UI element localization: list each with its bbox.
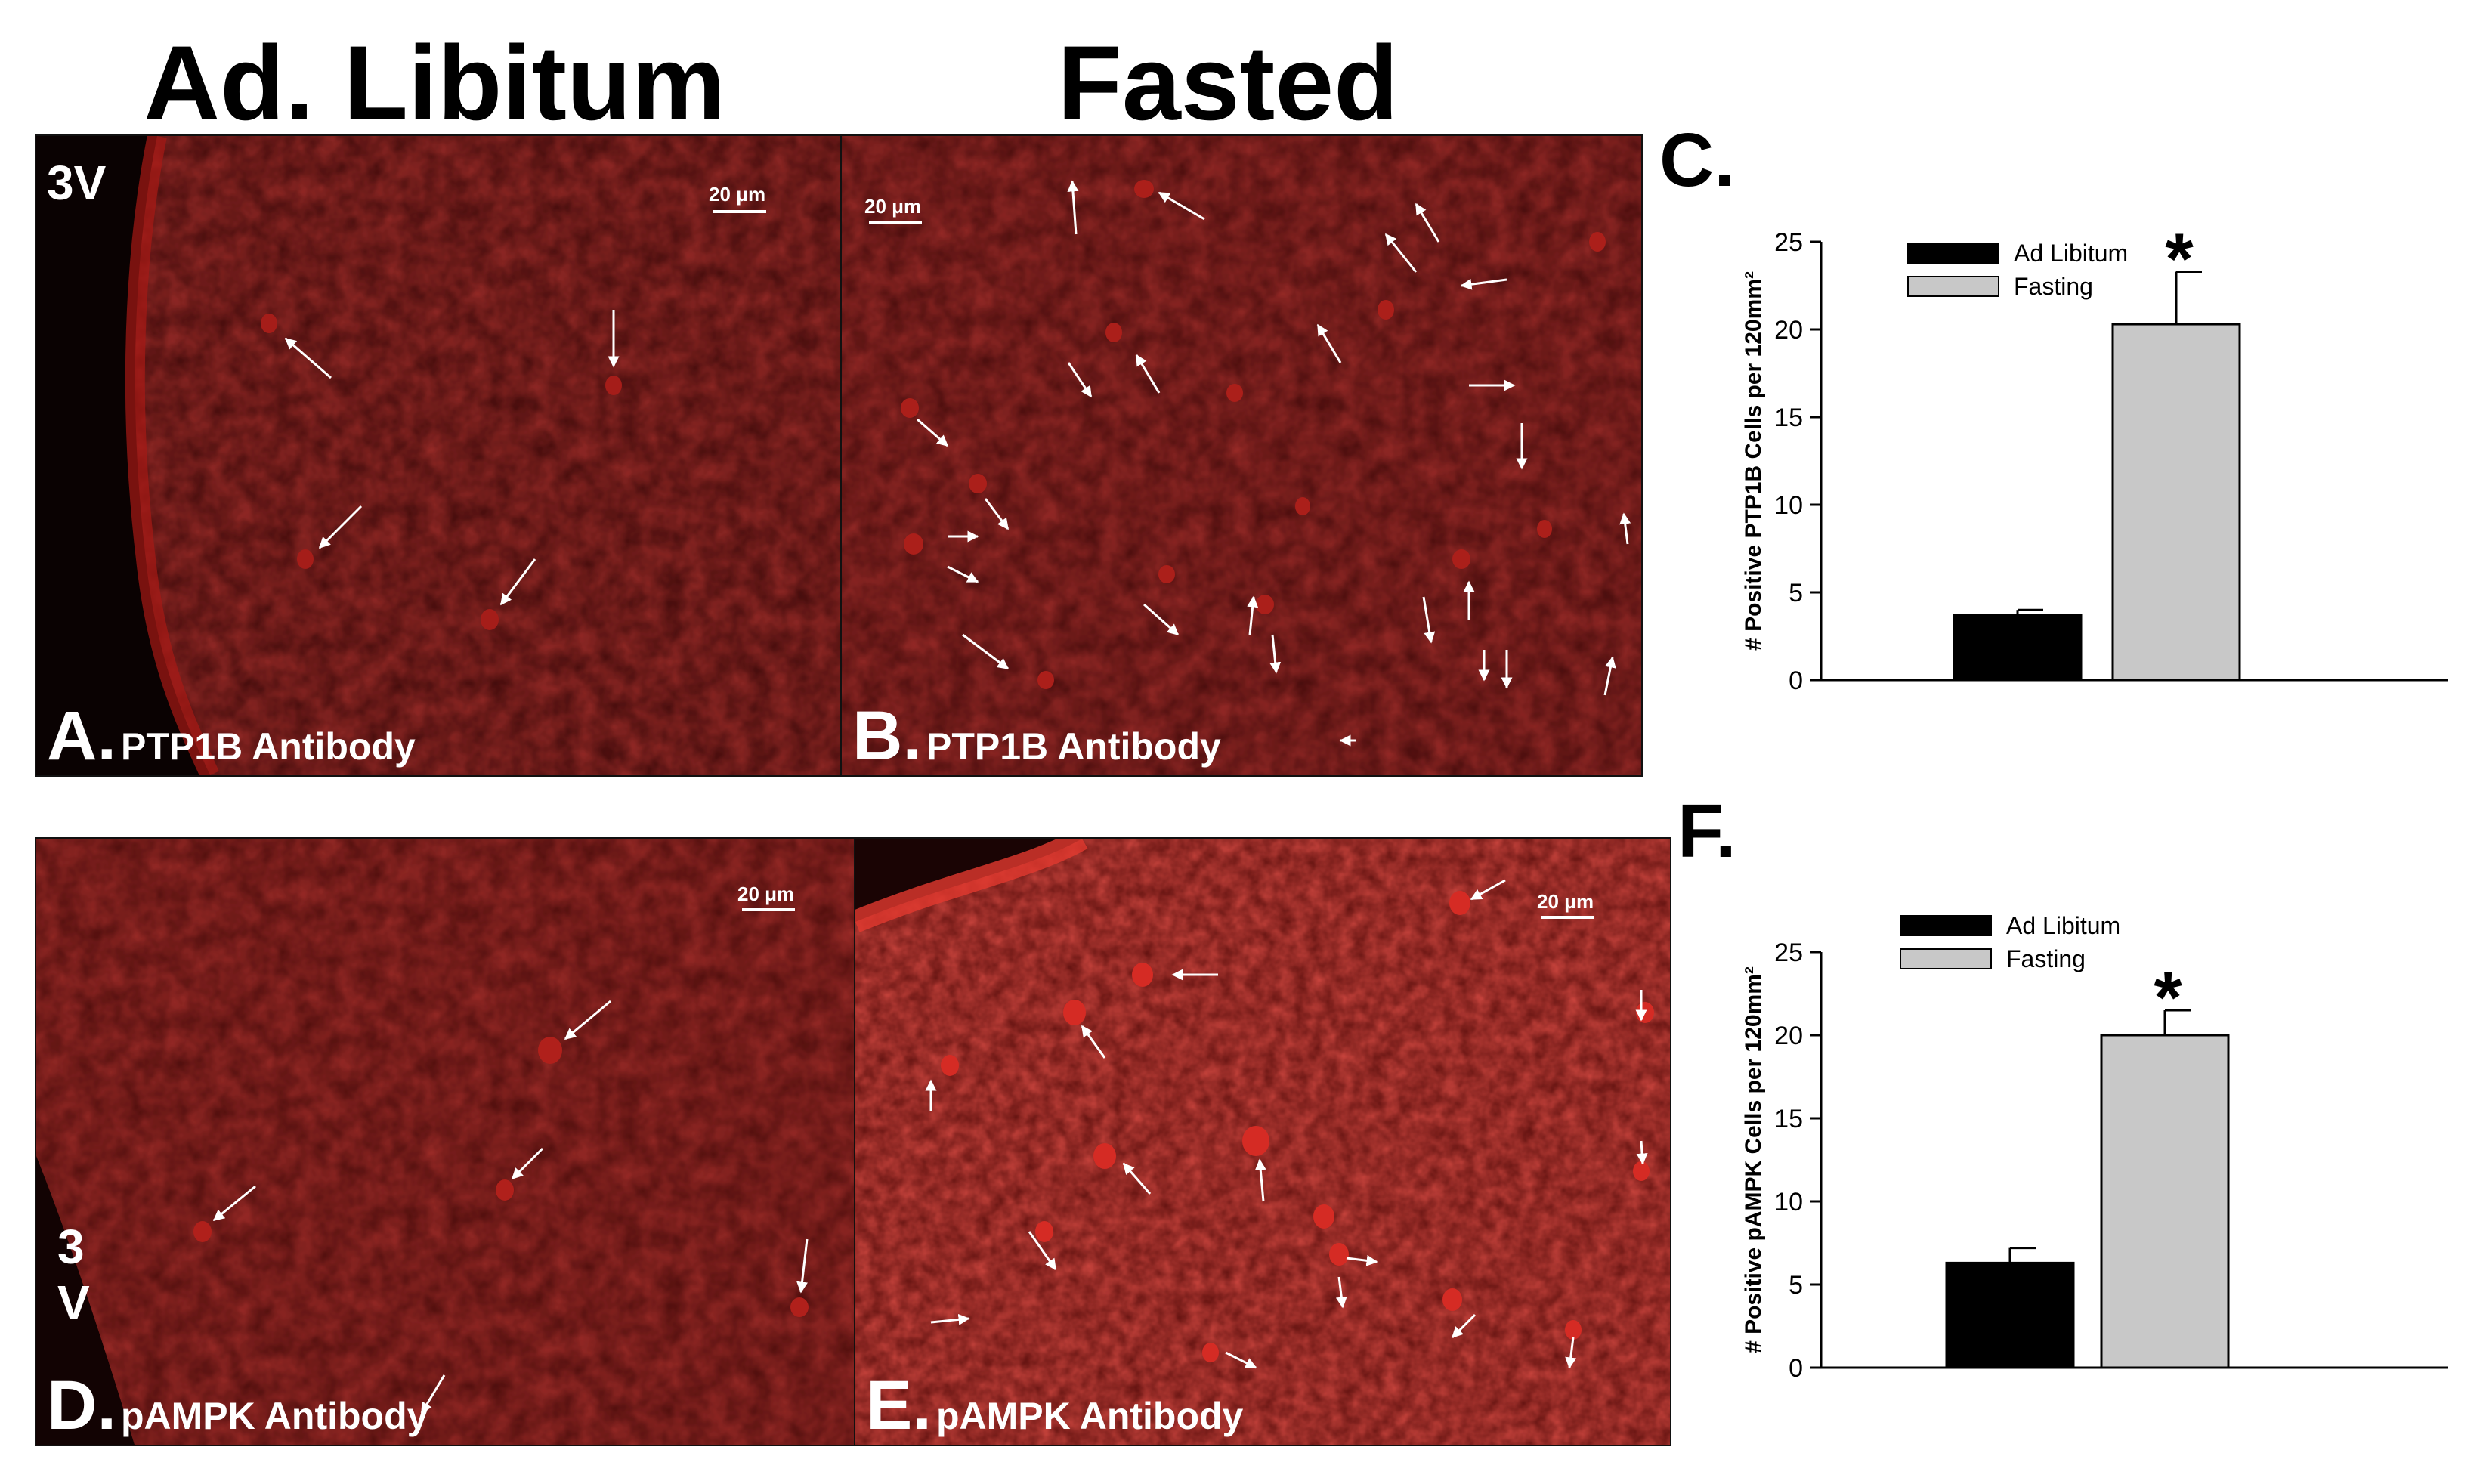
ventricle-label-d-line2: V — [57, 1275, 90, 1330]
scale-bar-a — [713, 210, 766, 213]
scale-label-e: 20 μm — [1537, 890, 1594, 913]
y-tick-label-f: 10 — [1774, 1188, 1803, 1217]
y-tick-label-f: 5 — [1789, 1271, 1803, 1300]
panel-label-a: A. PTP1B Antibody — [47, 701, 416, 771]
column-title-fasted: Fasted — [1057, 23, 1399, 142]
bar-c-2 — [2111, 323, 2241, 682]
column-title-ad-libitum: Ad. Libitum — [144, 23, 725, 142]
micrograph-image-e — [855, 839, 1670, 1445]
bar-chart-c: 0 5 10 15 20 25 # Positive PTP1B Cells per 120… — [1741, 218, 2448, 695]
bar-chart-f: 0 5 10 15 20 25 # Positive pAMPK Cells per 120… — [1741, 912, 2448, 1383]
panel-letter-b: B. — [852, 697, 922, 774]
micrograph-image-d — [36, 839, 855, 1445]
ventricle-label-d: 3 V — [57, 1220, 90, 1331]
bar-f-2 — [2100, 1034, 2230, 1369]
bar-c-1 — [1953, 614, 2083, 682]
scale-bar-b — [869, 221, 922, 224]
legend-swatch-f-2 — [1900, 948, 1992, 969]
panel-label-b: B. PTP1B Antibody — [852, 701, 1221, 771]
legend-label-c-2: Fasting — [2014, 273, 2093, 300]
panel-letter-e: E. — [866, 1367, 932, 1444]
scale-bar-d — [742, 908, 795, 911]
scale-label-b: 20 μm — [864, 195, 922, 218]
y-tick-label-f: 20 — [1774, 1022, 1803, 1050]
micrograph-panel-d: 3 V 20 μm D. pAMPK Antibody — [35, 837, 857, 1446]
ventricle-label-d-line1: 3 — [57, 1220, 85, 1274]
y-axis-label-f: # Positive pAMPK Cells per 120mm² — [1741, 966, 1766, 1353]
antibody-label-d: pAMPK Antibody — [121, 1395, 428, 1437]
antibody-label-e: pAMPK Antibody — [935, 1395, 1244, 1437]
scale-bar-e — [1541, 916, 1594, 919]
y-tick-label-c: 0 — [1789, 666, 1803, 695]
y-tick-label-c: 15 — [1774, 403, 1803, 432]
panel-label-e: E. pAMPK Antibody — [866, 1371, 1243, 1440]
y-axis-label-c: # Positive PTP1B Cells per 120mm² — [1741, 271, 1766, 651]
antibody-label-b: PTP1B Antibody — [926, 725, 1221, 768]
legend-label-f-1: Ad Libitum — [2006, 912, 2120, 939]
y-tick-label-c: 5 — [1789, 579, 1803, 608]
legend-label-c-1: Ad Libitum — [2014, 240, 2128, 267]
micrograph-panel-b: 20 μm B. PTP1B Antibody — [840, 134, 1643, 777]
antibody-label-a: PTP1B Antibody — [121, 725, 416, 768]
scale-label-a: 20 μm — [709, 183, 766, 206]
panel-label-d: D. pAMPK Antibody — [47, 1371, 428, 1440]
y-tick-label-c: 20 — [1774, 316, 1803, 345]
significance-star-c: * — [2165, 218, 2194, 299]
micrograph-image-b — [842, 136, 1641, 775]
panel-letter-a: A. — [47, 697, 116, 774]
micrograph-panel-a: 3V 20 μm A. PTP1B Antibody — [35, 134, 843, 777]
legend-swatch-c-1 — [1907, 243, 1999, 264]
panel-letter-d: D. — [47, 1367, 116, 1444]
chart-letter-f: F. — [1677, 789, 1736, 873]
scale-label-d: 20 μm — [737, 883, 795, 905]
legend-label-f-2: Fasting — [2006, 945, 2086, 972]
y-tick-label-f: 0 — [1789, 1354, 1803, 1383]
y-tick-label-c: 25 — [1774, 228, 1803, 257]
y-tick-label-c: 10 — [1774, 491, 1803, 520]
y-tick-label-f: 25 — [1774, 938, 1803, 967]
bar-f-1 — [1945, 1261, 2075, 1369]
y-tick-label-f: 15 — [1774, 1105, 1803, 1133]
ventricle-label-a: 3V — [47, 156, 107, 210]
chart-letter-c: C. — [1659, 118, 1735, 203]
micrograph-image-a — [36, 136, 842, 775]
legend-swatch-c-2 — [1907, 276, 1999, 297]
significance-star-f: * — [2154, 957, 2182, 1038]
micrograph-panel-e: 20 μm E. pAMPK Antibody — [854, 837, 1671, 1446]
legend-swatch-f-1 — [1900, 915, 1992, 936]
